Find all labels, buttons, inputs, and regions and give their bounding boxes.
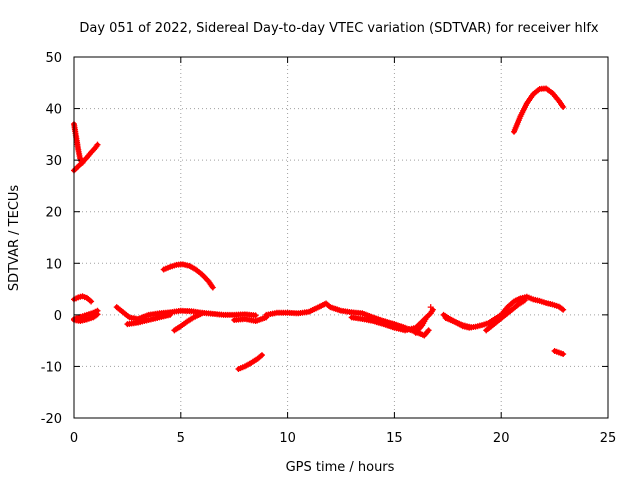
data-point <box>427 304 434 311</box>
axis-ticks: 0 5 10 15 20 25 -20 -10 0 10 20 30 40 50 <box>41 51 617 446</box>
y-tick-label: 40 <box>45 103 62 118</box>
y-tick-label: 30 <box>45 154 62 169</box>
data-point <box>167 311 174 318</box>
data-point <box>560 104 567 111</box>
data-point <box>88 298 95 305</box>
grid <box>74 57 608 418</box>
y-axis-label: SDTVAR / TECUs <box>7 185 22 292</box>
x-tick-label: 5 <box>177 431 185 446</box>
plot-frame <box>73 56 609 419</box>
y-tick-label: 10 <box>45 257 62 272</box>
data-point <box>521 297 528 304</box>
x-tick-label: 10 <box>279 431 296 446</box>
data-points <box>71 85 567 373</box>
y-tick-label: 50 <box>45 51 62 66</box>
y-tick-label: 0 <box>54 309 62 324</box>
chart-title: Day 051 of 2022, Sidereal Day-to-day VTE… <box>79 21 599 36</box>
x-tick-label: 15 <box>386 431 403 446</box>
data-point <box>258 352 265 359</box>
data-point <box>560 306 567 313</box>
y-tick-label: -20 <box>41 412 62 427</box>
data-point <box>560 351 567 358</box>
data-point <box>94 141 101 148</box>
x-tick-label: 20 <box>493 431 510 446</box>
x-axis-label: GPS time / hours <box>286 460 395 475</box>
data-point <box>468 324 475 331</box>
x-tick-label: 25 <box>600 431 617 446</box>
data-point <box>425 327 432 334</box>
data-point <box>252 312 259 319</box>
x-tick-label: 0 <box>70 431 78 446</box>
y-tick-label: -10 <box>41 360 62 375</box>
y-tick-label: 20 <box>45 206 62 221</box>
data-point <box>199 310 206 317</box>
data-point <box>209 284 216 291</box>
data-point <box>94 311 101 318</box>
